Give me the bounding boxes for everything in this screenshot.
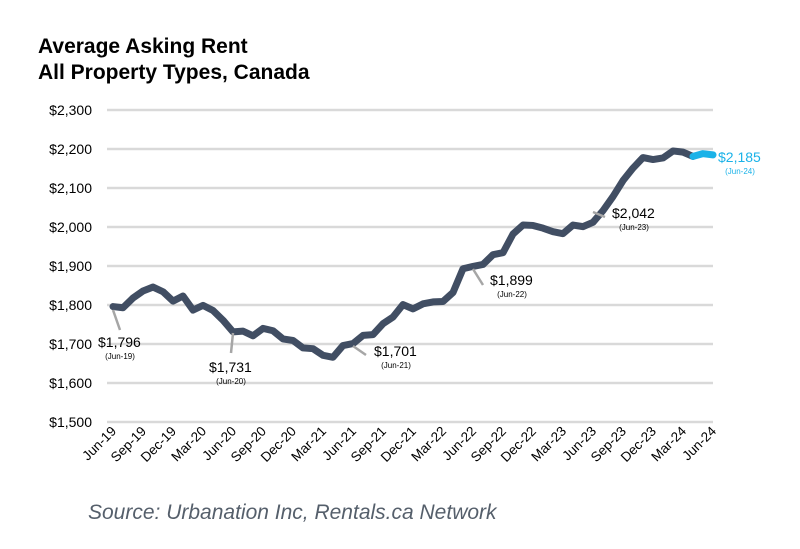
y-tick-label: $1,500 bbox=[49, 414, 92, 430]
data-label-date: (Jun-21) bbox=[381, 361, 411, 370]
chart-title-line-1: Average Asking Rent bbox=[38, 35, 248, 58]
chart-title: Average Asking Rent All Property Types, … bbox=[38, 34, 310, 86]
data-label: $1,899 (Jun-22) bbox=[471, 268, 533, 299]
data-label-date: (Jun-22) bbox=[497, 290, 527, 299]
data-label-value: $2,042 bbox=[612, 205, 655, 221]
data-label: $2,042 (Jun-23) bbox=[592, 205, 655, 232]
y-tick-label: $2,100 bbox=[49, 180, 92, 196]
chart-title-line-2: All Property Types, Canada bbox=[38, 61, 310, 84]
x-tick-label: Jun-24 bbox=[679, 423, 719, 463]
y-tick-label: $2,000 bbox=[49, 219, 92, 235]
x-tick-label: Mar-24 bbox=[648, 423, 689, 464]
callout-line bbox=[592, 210, 606, 219]
y-axis-tick-labels: $1,500 $1,600 $1,700 $1,800 $1,900 $2,000 $2,1… bbox=[49, 102, 92, 430]
data-label: $1,796 (Jun-19) bbox=[98, 309, 141, 361]
y-tick-label: $1,600 bbox=[49, 375, 92, 391]
y-tick-label: $2,200 bbox=[49, 141, 92, 157]
data-label-value: $2,185 bbox=[718, 149, 761, 165]
callout-line bbox=[111, 309, 122, 331]
annotations: $1,796 (Jun-19) $1,731 (Jun-20) $1,701 (Jun-2… bbox=[98, 149, 761, 386]
series-rent bbox=[109, 147, 717, 361]
callout-line bbox=[229, 332, 235, 354]
data-label-value: $1,899 bbox=[490, 272, 533, 288]
data-label-date: (Jun-23) bbox=[619, 223, 649, 232]
data-label-value: $1,701 bbox=[374, 343, 417, 359]
callout-line bbox=[352, 344, 367, 357]
y-tick-label: $2,300 bbox=[49, 102, 92, 118]
source-note: Source: Urbanation Inc, Rentals.ca Netwo… bbox=[88, 501, 497, 524]
data-label-date: (Jun-20) bbox=[216, 377, 246, 386]
data-label-value: $1,731 bbox=[209, 359, 252, 375]
data-label-date: (Jun-24) bbox=[725, 167, 755, 176]
data-label: $1,731 (Jun-20) bbox=[209, 332, 252, 386]
gridlines bbox=[107, 108, 713, 424]
y-tick-label: $1,900 bbox=[49, 258, 92, 274]
series-line bbox=[109, 147, 697, 361]
y-tick-label: $1,700 bbox=[49, 336, 92, 352]
data-label: $1,701 (Jun-21) bbox=[352, 343, 417, 370]
series-line-latest bbox=[689, 150, 717, 160]
data-label-value: $1,796 bbox=[98, 334, 141, 350]
callout-line bbox=[471, 268, 485, 286]
data-label-date: (Jun-19) bbox=[105, 352, 135, 361]
data-label: $2,185 (Jun-24) bbox=[718, 149, 761, 176]
x-axis-tick-labels: Jun-19Sep-19Dec-19Mar-20Jun-20Sep-20Dec-… bbox=[79, 423, 719, 465]
y-tick-label: $1,800 bbox=[49, 297, 92, 313]
